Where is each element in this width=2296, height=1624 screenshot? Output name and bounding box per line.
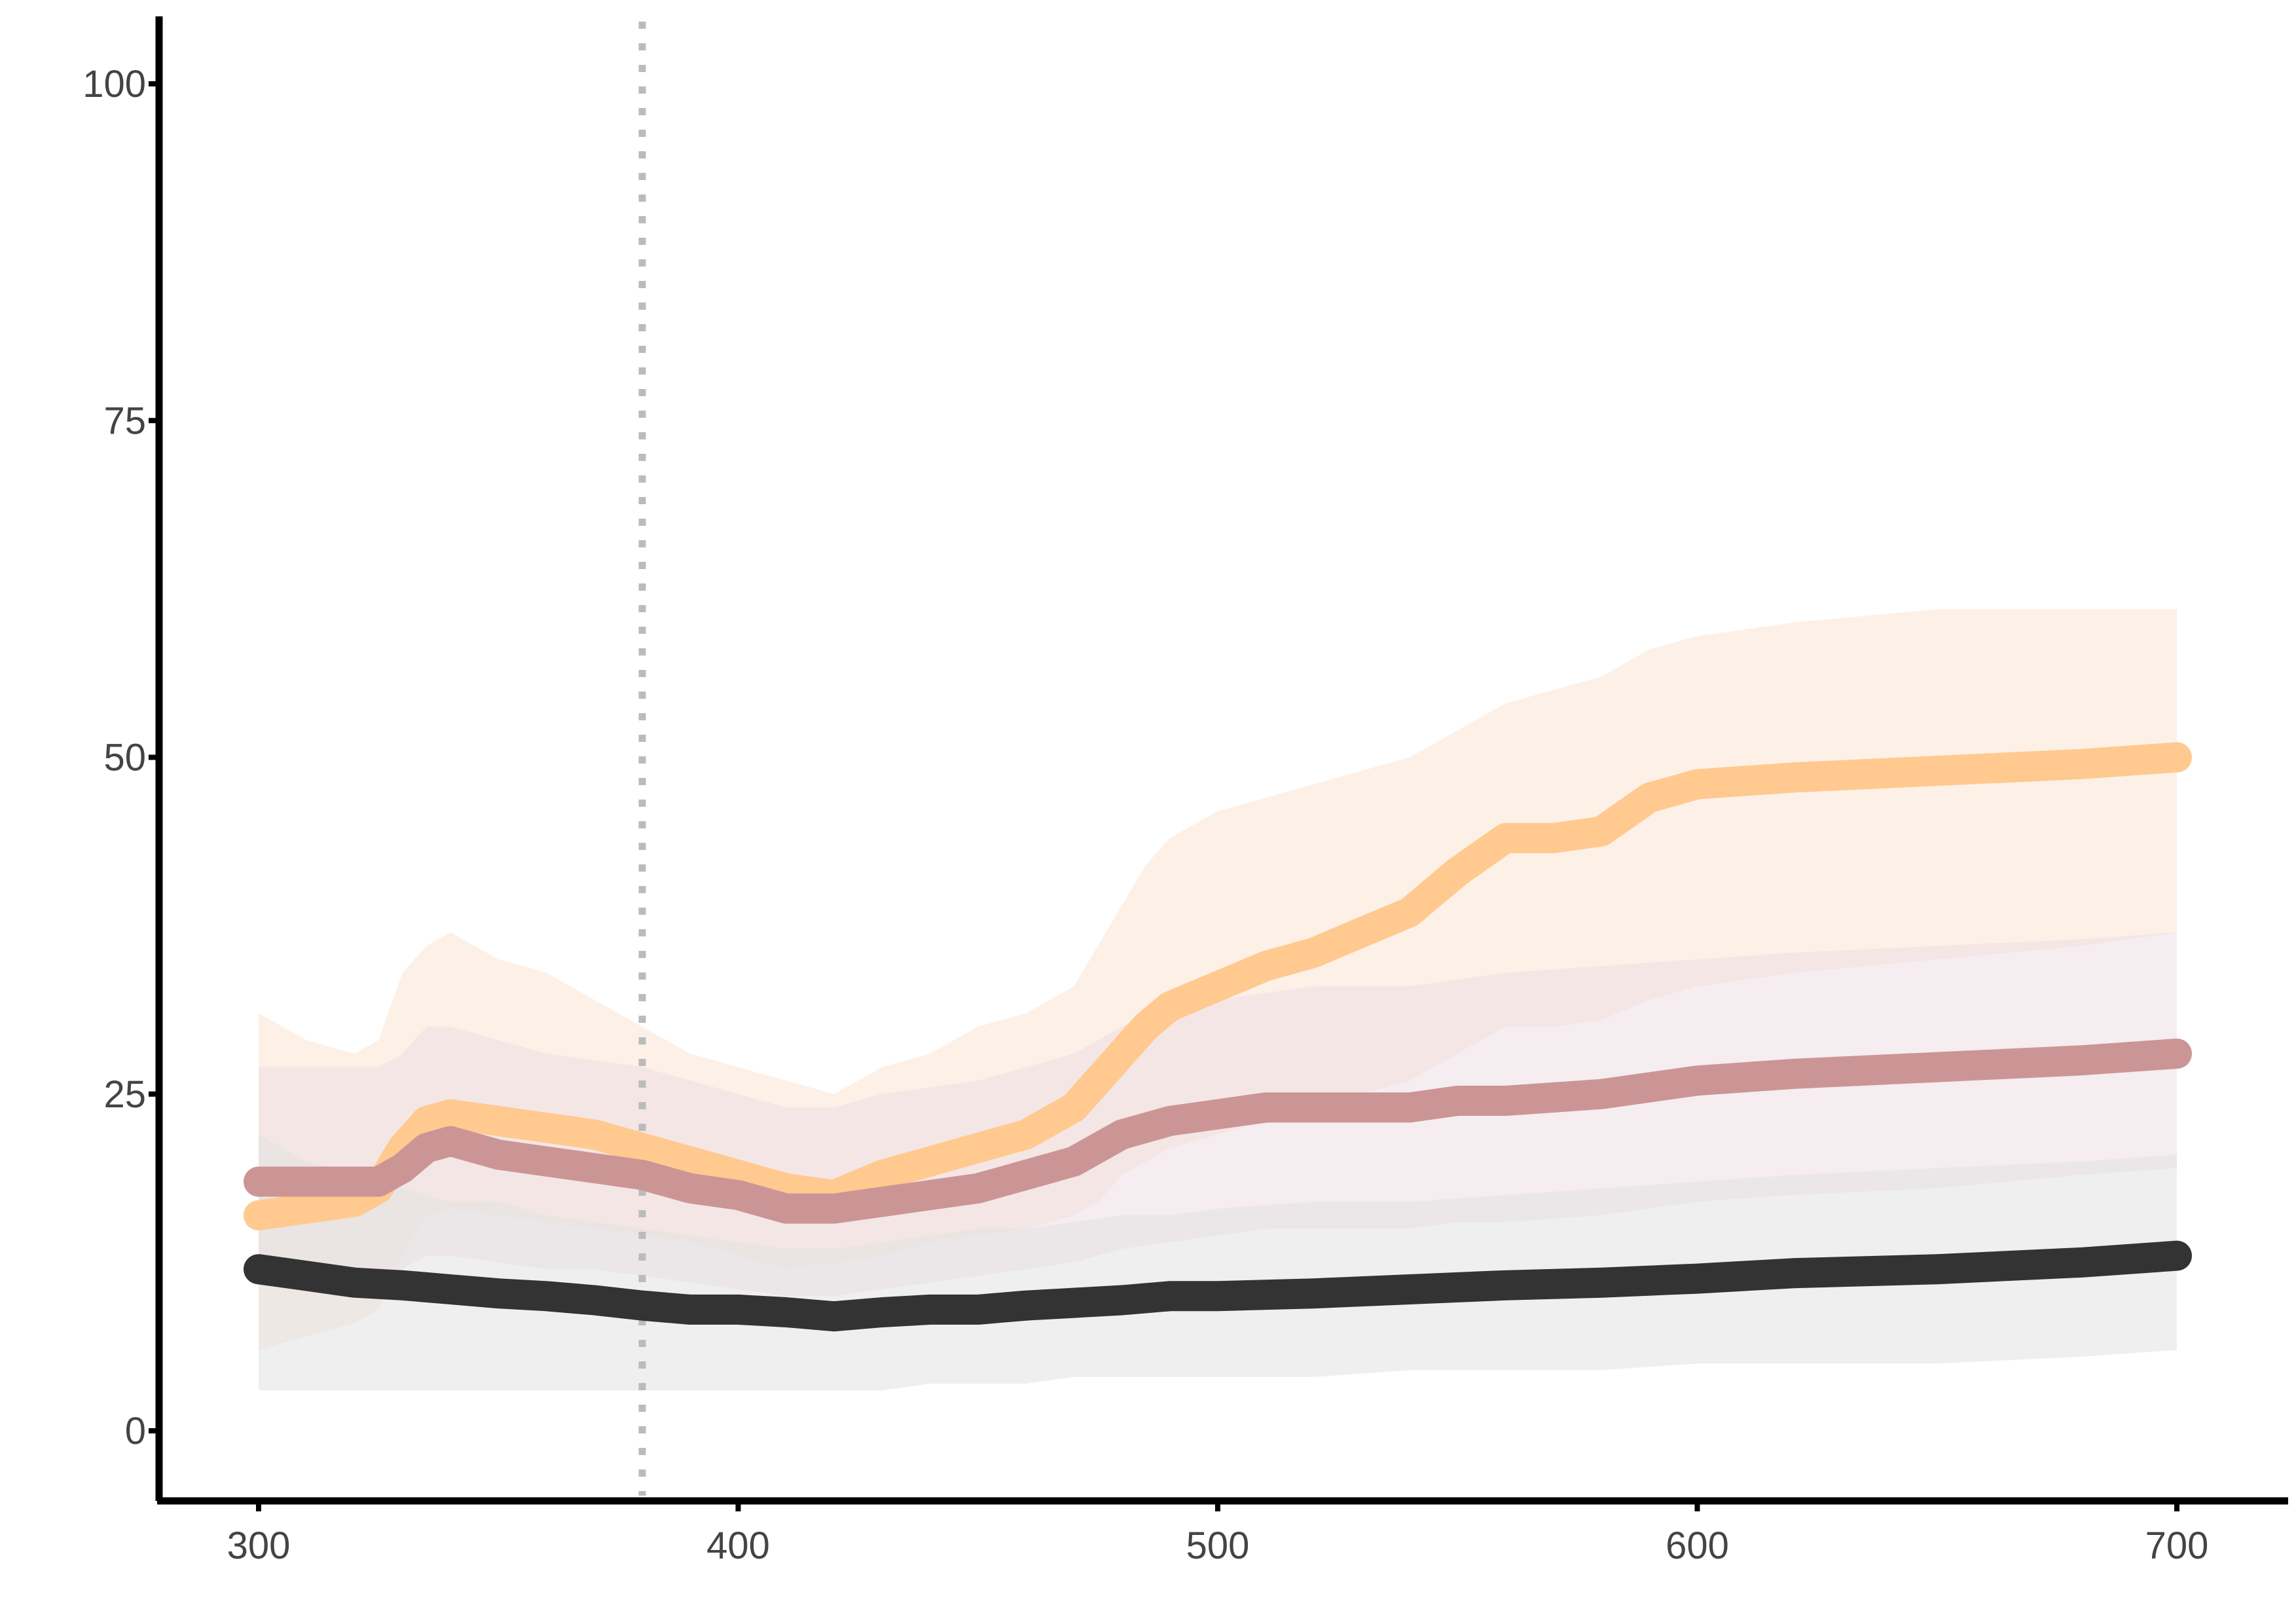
series-1-line (244, 742, 2192, 1230)
y-axis-ticks: 0 25 50 75 100 (82, 63, 159, 1452)
x-tick-label: 600 (1666, 1524, 1729, 1567)
series-3-band (259, 1134, 2177, 1391)
series-2-line (244, 1039, 2192, 1224)
x-tick-label: 300 (227, 1524, 291, 1567)
y-tick-label: 100 (82, 63, 146, 105)
x-tick-label: 400 (706, 1524, 770, 1567)
y-tick-label: 50 (103, 737, 146, 779)
x-axis-ticks: 300 400 500 600 700 (227, 1501, 2209, 1567)
x-tick-label: 700 (2145, 1524, 2209, 1567)
series-3-line (244, 1240, 2192, 1332)
y-tick-label: 75 (103, 399, 146, 442)
x-tick-label: 500 (1186, 1524, 1250, 1567)
series-lines (244, 742, 2192, 1332)
y-tick-label: 0 (125, 1410, 146, 1452)
y-tick-label: 25 (103, 1073, 146, 1116)
